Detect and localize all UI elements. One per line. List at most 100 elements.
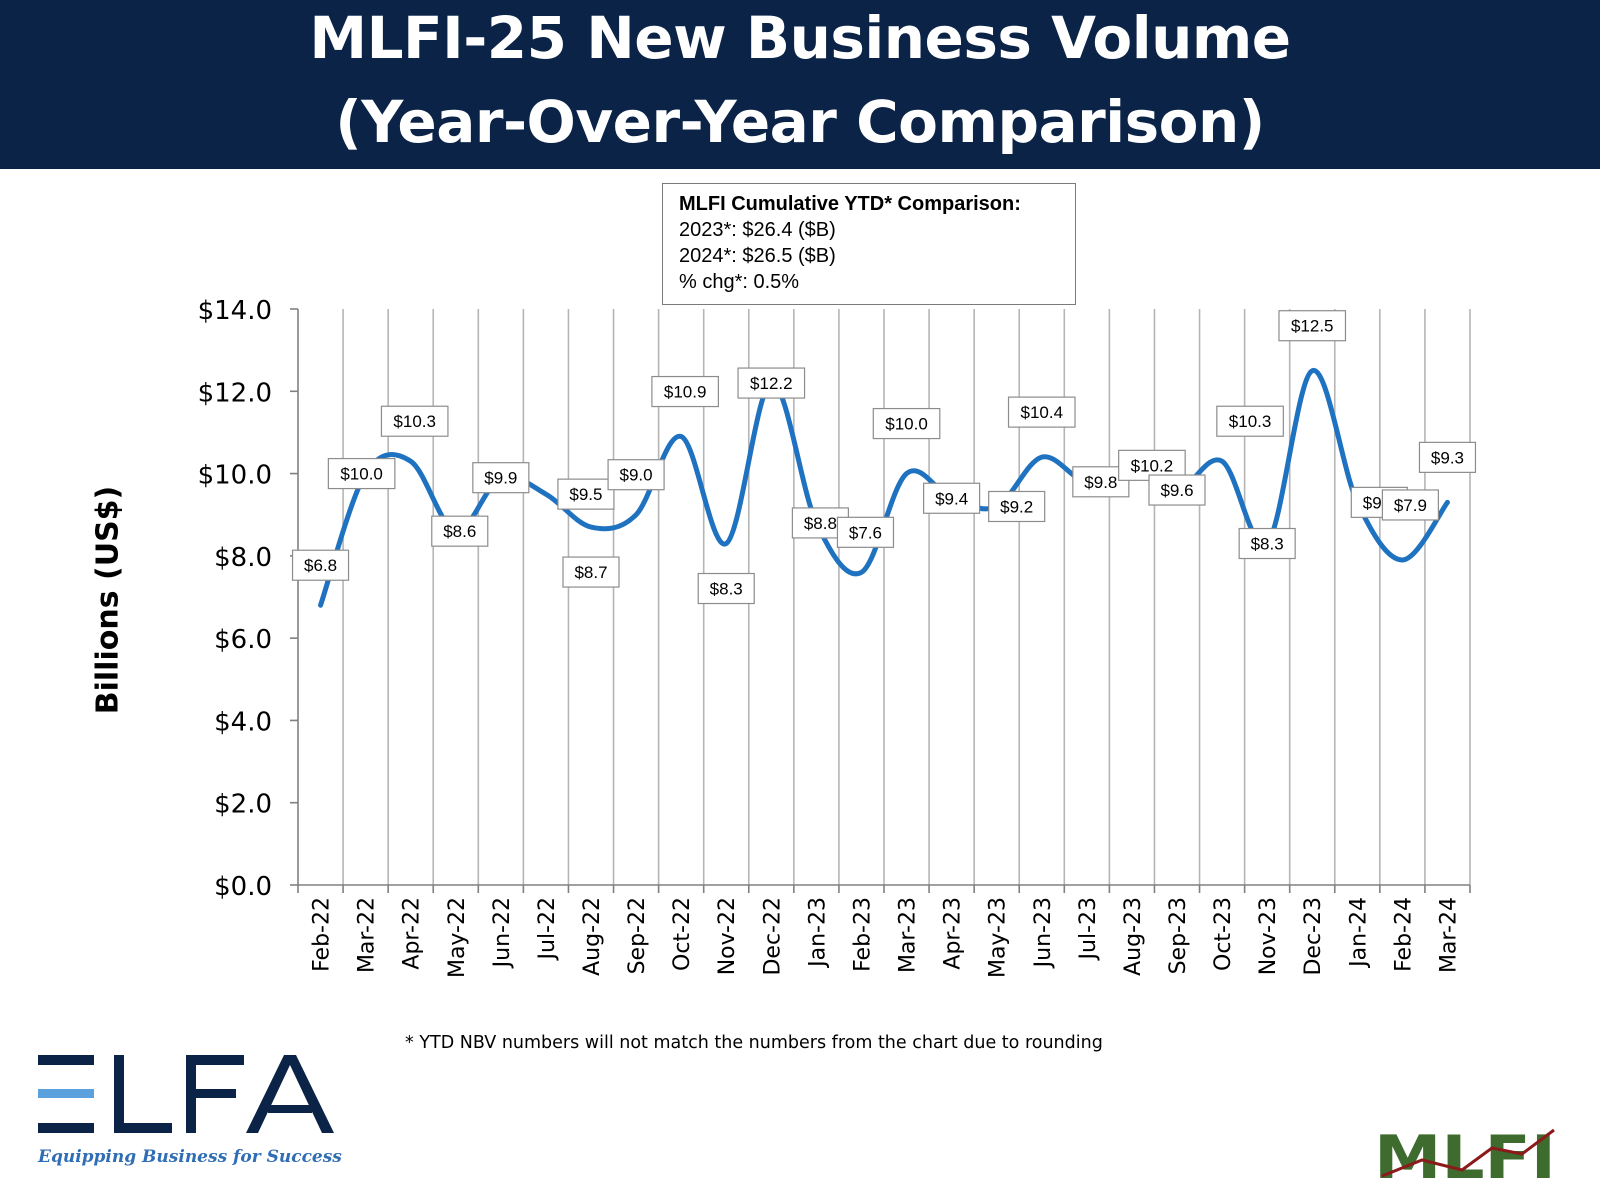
ytd-heading: MLFI Cumulative YTD* Comparison: [679,193,1021,215]
svg-text:MLFI: MLFI [1374,1123,1556,1188]
x-tick-label: Aug-23 [1121,897,1146,976]
data-label: $8.6 [443,522,476,541]
data-point [410,460,412,462]
data-label: $12.2 [750,374,793,393]
x-tick-label: Aug-22 [580,897,605,976]
data-point [906,473,908,475]
x-tick-label: Sep-22 [625,897,650,974]
data-label: $7.6 [849,523,882,542]
data-point [1041,456,1043,458]
data-label-box [737,367,806,399]
x-tick-label: May-22 [445,897,470,978]
data-label-box [431,515,489,547]
x-tick-label: Nov-23 [1256,897,1281,975]
data-label: $10.0 [885,415,928,434]
y-tick-label: $12.0 [198,378,272,408]
x-tick-label: Dec-22 [760,897,785,976]
data-label-box [562,556,620,588]
data-label-box [1216,405,1284,437]
elfa-logo [38,1055,334,1133]
data-label-box [1148,474,1206,506]
data-point [1401,559,1403,561]
data-label: $7.9 [1394,496,1427,515]
data-label: $9.4 [935,489,968,508]
y-tick-label: $14.0 [198,296,272,326]
x-tick-label: Jul-22 [535,897,560,961]
data-label: $9.9 [484,469,517,488]
data-point [545,493,547,495]
data-label-box [380,405,449,437]
data-label: $10.3 [393,412,436,431]
title-line-2: (Year-Over-Year Comparison) [335,88,1265,156]
y-tick-label: $6.0 [214,625,272,655]
data-label: $12.5 [1291,317,1334,336]
x-tick-label: Jun-22 [490,897,515,969]
data-label: $8.3 [1251,535,1284,554]
data-label-box [651,375,720,408]
data-label: $10.0 [340,465,383,484]
data-label: $10.3 [1229,412,1272,431]
ytd-2024: 2024*: $26.5 ($B) [679,245,836,267]
x-tick-label: Dec-23 [1301,897,1326,976]
x-tick-label: Mar-24 [1436,897,1461,973]
mlfi-logo: MLFI [1374,1123,1556,1188]
data-point [1221,460,1223,462]
x-tick-label: Oct-22 [670,897,695,971]
x-tick-label: Jan-24 [1346,897,1371,969]
data-label-box [607,459,665,491]
title-line-1: MLFI-25 New Business Volume [309,4,1291,72]
data-label-box [1381,489,1439,521]
data-label: $8.3 [710,580,743,599]
data-label-box [836,516,895,548]
data-label: $10.2 [1131,456,1174,475]
data-point [860,571,862,573]
x-tick-label: Apr-22 [400,897,425,970]
elfa-tagline: Equipping Business for Success [38,1147,342,1167]
y-tick-label: $2.0 [214,790,272,820]
x-tick-label: Mar-22 [355,897,380,973]
x-tick-label: Jun-23 [1031,897,1056,969]
data-label: $10.9 [664,383,707,402]
data-label-box [1418,441,1477,473]
x-tick-label: Feb-22 [310,897,335,972]
y-tick-label: $10.0 [198,461,272,491]
y-tick-label: $8.0 [214,543,272,573]
data-label: $9.8 [1084,473,1117,492]
x-tick-label: Oct-23 [1211,897,1236,971]
x-tick-label: Feb-23 [850,897,875,972]
data-label-box [1278,310,1347,342]
data-label-box [988,490,1046,523]
data-point [680,436,682,438]
data-label-box [472,462,530,494]
data-label-box [291,549,350,581]
data-point [635,514,637,516]
x-tick-label: Jul-23 [1076,897,1101,961]
footnote: * YTD NBV numbers will not match the num… [405,1033,1103,1053]
data-label-box [923,482,981,514]
data-label: $9.5 [569,485,602,504]
data-label-box [872,407,941,440]
data-label-box [697,572,755,605]
data-label: $9.2 [1000,497,1033,516]
data-point [590,526,592,528]
x-tick-label: Sep-23 [1166,897,1191,974]
data-point [1311,370,1313,372]
data-label: $6.8 [304,556,337,575]
x-tick-label: Feb-24 [1391,897,1416,972]
y-tick-label: $4.0 [214,707,272,737]
x-tick-label: Nov-22 [715,897,740,975]
ytd-2023: 2023*: $26.4 ($B) [679,219,836,241]
x-tick-label: Jan-23 [805,897,830,969]
data-point [320,604,322,606]
data-point [725,543,727,545]
data-label-box [557,478,615,510]
data-label: $10.4 [1020,403,1063,422]
y-tick-label: $0.0 [214,872,272,902]
data-label: $9.6 [1160,481,1193,500]
x-tick-label: May-23 [986,897,1011,978]
data-label: $8.8 [804,514,837,533]
data-label: $8.7 [574,563,607,582]
x-tick-label: Mar-23 [896,897,921,973]
ytd-comparison-box: MLFI Cumulative YTD* Comparison: 2023*: … [662,183,1076,305]
